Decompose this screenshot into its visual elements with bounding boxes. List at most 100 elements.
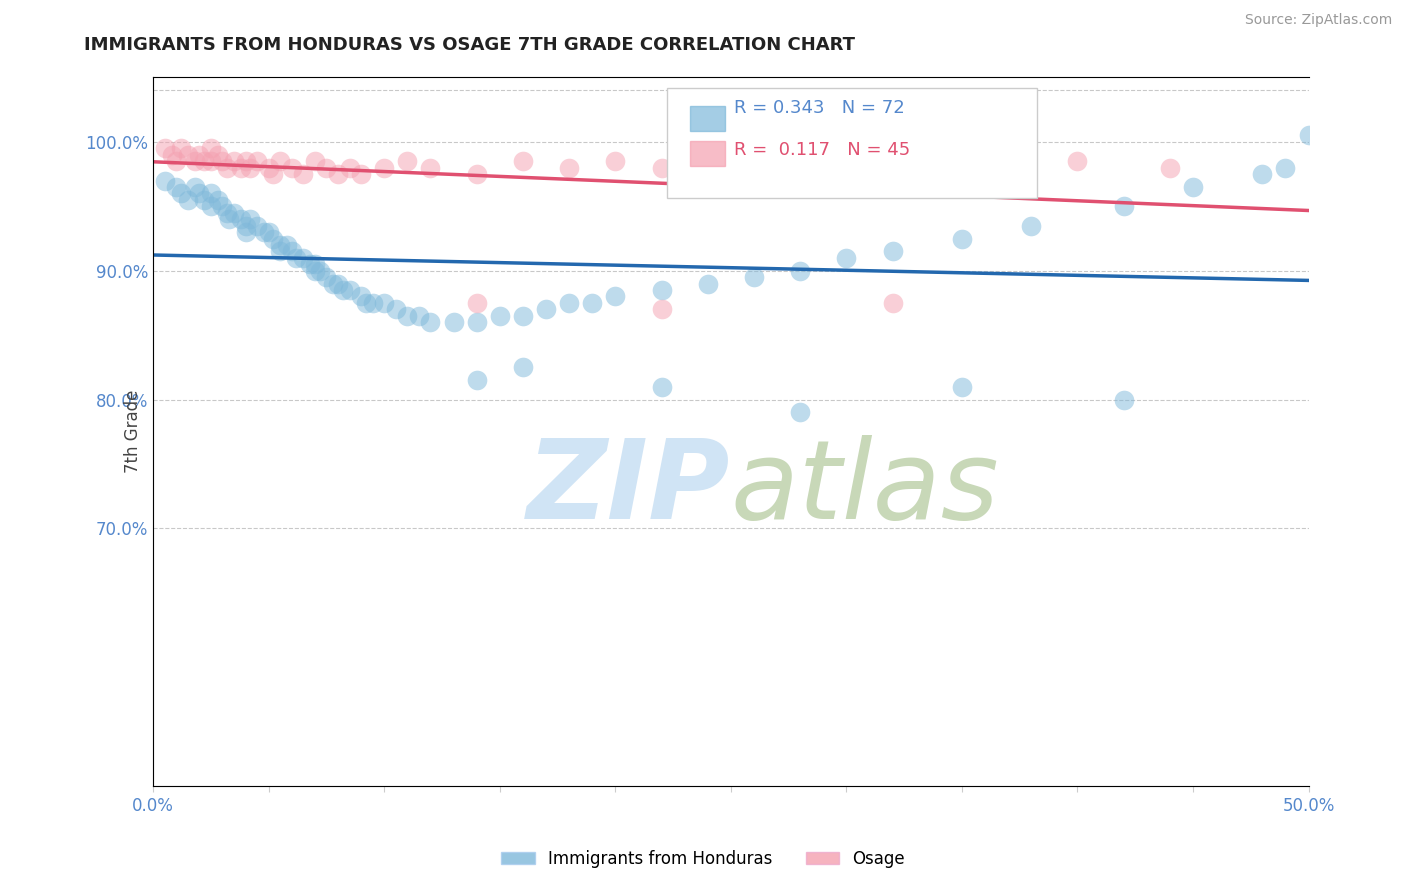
Point bbox=[651, 380, 673, 394]
Point bbox=[581, 296, 603, 310]
Point bbox=[558, 296, 581, 310]
Point bbox=[315, 270, 337, 285]
Point bbox=[605, 289, 627, 303]
Point bbox=[835, 251, 858, 265]
Point bbox=[696, 154, 718, 169]
Point bbox=[207, 193, 229, 207]
Point bbox=[211, 199, 233, 213]
Point bbox=[229, 212, 252, 227]
Point bbox=[488, 309, 510, 323]
Point bbox=[419, 161, 441, 175]
Point bbox=[153, 173, 176, 187]
Point bbox=[222, 154, 245, 169]
Point bbox=[200, 154, 222, 169]
Bar bbox=[690, 106, 725, 130]
Point bbox=[742, 270, 765, 285]
Point bbox=[170, 141, 193, 155]
Point bbox=[339, 283, 361, 297]
Text: R =  0.117   N = 45: R = 0.117 N = 45 bbox=[734, 141, 911, 159]
Point bbox=[207, 147, 229, 161]
Point bbox=[299, 257, 322, 271]
Point bbox=[326, 167, 349, 181]
Point bbox=[200, 186, 222, 201]
Point bbox=[165, 180, 187, 194]
Point bbox=[246, 219, 269, 233]
Point bbox=[262, 231, 284, 245]
Point bbox=[385, 302, 408, 317]
Point bbox=[269, 154, 291, 169]
Point bbox=[1182, 180, 1205, 194]
Point bbox=[396, 309, 419, 323]
Point bbox=[534, 302, 557, 317]
Point bbox=[315, 161, 337, 175]
Point bbox=[882, 244, 904, 259]
Text: ZIP: ZIP bbox=[527, 435, 731, 542]
Point bbox=[361, 296, 384, 310]
Point bbox=[193, 154, 215, 169]
Point bbox=[200, 141, 222, 155]
Point bbox=[276, 238, 298, 252]
Point bbox=[262, 167, 284, 181]
Point bbox=[373, 296, 395, 310]
Point bbox=[246, 154, 269, 169]
Text: atlas: atlas bbox=[731, 435, 1000, 542]
Text: R = 0.343   N = 72: R = 0.343 N = 72 bbox=[734, 98, 905, 117]
Bar bbox=[690, 141, 725, 166]
FancyBboxPatch shape bbox=[668, 88, 1038, 198]
Point bbox=[396, 154, 419, 169]
Point bbox=[304, 257, 326, 271]
Point bbox=[1251, 167, 1274, 181]
Point bbox=[281, 244, 304, 259]
Point bbox=[170, 186, 193, 201]
Point bbox=[257, 161, 280, 175]
Point bbox=[1274, 161, 1296, 175]
Point bbox=[1159, 161, 1181, 175]
Point bbox=[950, 231, 973, 245]
Point bbox=[1298, 128, 1320, 143]
Point bbox=[950, 380, 973, 394]
Point bbox=[177, 147, 200, 161]
Point bbox=[789, 161, 811, 175]
Point bbox=[235, 219, 257, 233]
Point bbox=[200, 199, 222, 213]
Point bbox=[253, 225, 276, 239]
Point bbox=[1112, 392, 1135, 407]
Text: IMMIGRANTS FROM HONDURAS VS OSAGE 7TH GRADE CORRELATION CHART: IMMIGRANTS FROM HONDURAS VS OSAGE 7TH GR… bbox=[84, 36, 855, 54]
Point bbox=[512, 309, 534, 323]
Point bbox=[350, 167, 373, 181]
Point bbox=[217, 161, 239, 175]
Point bbox=[1112, 199, 1135, 213]
Point bbox=[974, 161, 997, 175]
Point bbox=[339, 161, 361, 175]
Point bbox=[408, 309, 430, 323]
Point bbox=[308, 264, 330, 278]
Point bbox=[292, 167, 315, 181]
Point bbox=[789, 405, 811, 419]
Point bbox=[211, 154, 233, 169]
Point bbox=[605, 154, 627, 169]
Point bbox=[269, 244, 291, 259]
Point bbox=[332, 283, 354, 297]
Point bbox=[465, 315, 488, 329]
Point bbox=[304, 264, 326, 278]
Point bbox=[326, 277, 349, 291]
Point bbox=[882, 296, 904, 310]
Point bbox=[217, 205, 239, 219]
Point bbox=[512, 154, 534, 169]
Point bbox=[218, 212, 240, 227]
Point bbox=[651, 302, 673, 317]
Point bbox=[789, 264, 811, 278]
Point bbox=[419, 315, 441, 329]
Point bbox=[465, 167, 488, 181]
Point bbox=[177, 193, 200, 207]
Point bbox=[239, 161, 262, 175]
Point bbox=[651, 283, 673, 297]
Point bbox=[153, 141, 176, 155]
Y-axis label: 7th Grade: 7th Grade bbox=[124, 390, 142, 474]
Point bbox=[269, 238, 291, 252]
Point bbox=[373, 161, 395, 175]
Point bbox=[512, 360, 534, 375]
Point bbox=[184, 154, 207, 169]
Point bbox=[651, 161, 673, 175]
Point bbox=[188, 186, 211, 201]
